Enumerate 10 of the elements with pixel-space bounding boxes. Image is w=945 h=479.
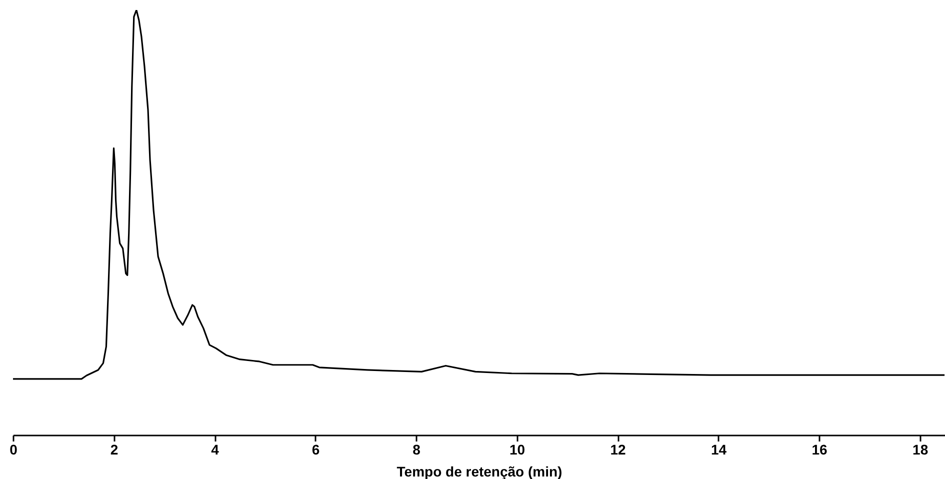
x-tick-label: 6 (312, 442, 320, 458)
x-tick-label: 16 (812, 442, 828, 458)
x-tick-label: 2 (110, 442, 118, 458)
x-tick-label: 8 (412, 442, 421, 458)
x-tick-label: 14 (711, 442, 727, 458)
x-tick-label: 18 (912, 442, 928, 458)
x-tick-label: 10 (509, 442, 526, 458)
x-tick-label: 0 (10, 442, 18, 458)
x-tick-label: 12 (610, 442, 626, 458)
x-tick-label: 4 (211, 442, 220, 458)
